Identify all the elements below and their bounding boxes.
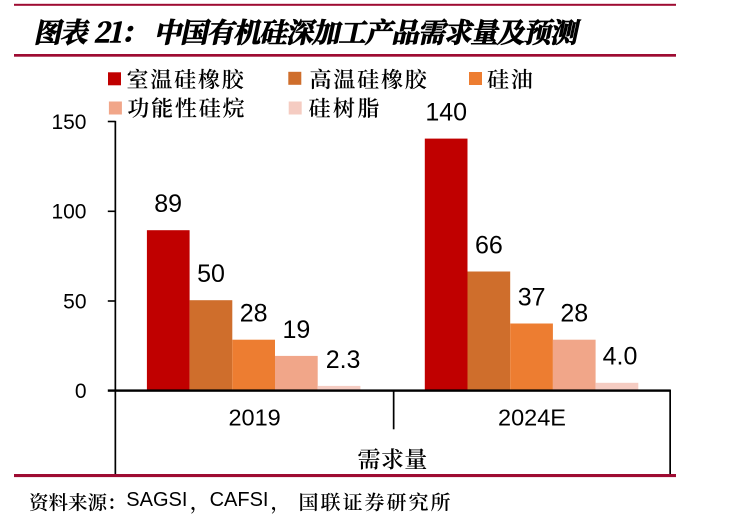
svg-text:50: 50: [197, 260, 225, 288]
svg-text:2.3: 2.3: [326, 346, 361, 374]
svg-text:4.0: 4.0: [603, 343, 638, 371]
svg-text:100: 100: [51, 201, 86, 224]
svg-text:28: 28: [560, 300, 588, 328]
svg-text:0: 0: [75, 380, 87, 403]
svg-text:19: 19: [282, 316, 310, 344]
svg-text:37: 37: [518, 283, 546, 311]
svg-text:2019: 2019: [228, 405, 280, 431]
svg-text:SAGSI: SAGSI: [126, 489, 187, 511]
svg-text:66: 66: [475, 231, 503, 259]
svg-text:89: 89: [154, 190, 182, 218]
svg-text:28: 28: [240, 300, 268, 328]
svg-text:CAFSI: CAFSI: [210, 489, 269, 511]
svg-text:50: 50: [63, 290, 86, 313]
svg-text:2024E: 2024E: [498, 405, 566, 431]
svg-text:150: 150: [51, 111, 86, 134]
svg-text:140: 140: [425, 99, 467, 127]
